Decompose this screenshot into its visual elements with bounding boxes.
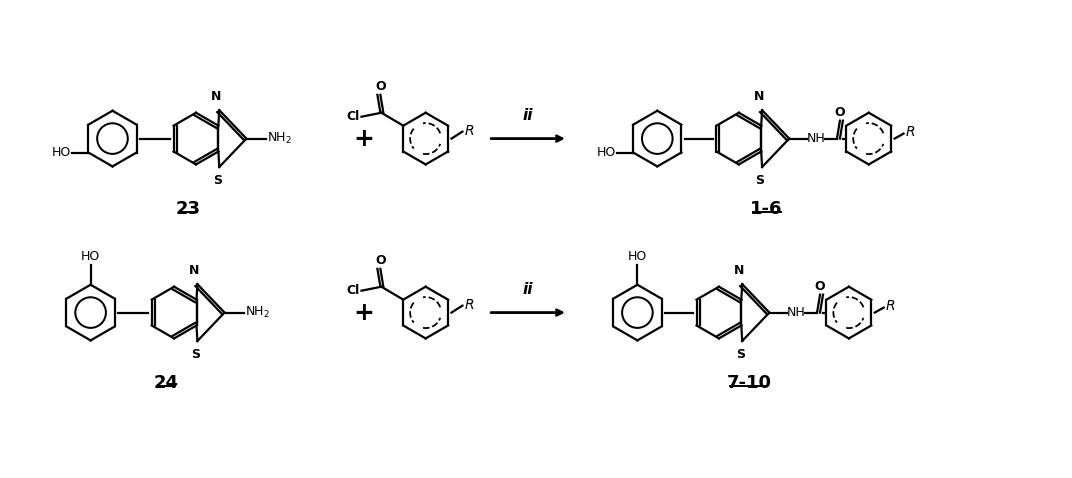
Text: O: O — [375, 254, 386, 267]
Text: Cl: Cl — [346, 110, 359, 123]
Text: N: N — [211, 90, 222, 103]
Text: N: N — [754, 90, 764, 103]
Text: R: R — [464, 298, 474, 312]
Text: N: N — [734, 264, 744, 277]
Text: S: S — [756, 174, 764, 187]
Text: S: S — [191, 348, 199, 361]
Text: 24: 24 — [153, 374, 179, 392]
Text: HO: HO — [81, 250, 100, 263]
Text: ii: ii — [523, 108, 533, 123]
Text: +: + — [354, 127, 374, 151]
Text: NH$_2$: NH$_2$ — [267, 131, 293, 146]
Text: NH: NH — [807, 132, 825, 145]
Text: S: S — [212, 174, 222, 187]
Text: O: O — [815, 280, 825, 293]
Text: R: R — [885, 299, 895, 313]
Text: +: + — [354, 301, 374, 325]
Text: 1-6: 1-6 — [750, 200, 783, 218]
Text: O: O — [835, 106, 845, 119]
Text: 23: 23 — [176, 200, 200, 218]
Text: S: S — [735, 348, 745, 361]
Text: R: R — [906, 125, 915, 139]
Text: Cl: Cl — [346, 284, 359, 297]
Text: R: R — [464, 124, 474, 138]
Text: N: N — [190, 264, 199, 277]
Text: HO: HO — [628, 250, 647, 263]
Text: ii: ii — [523, 282, 533, 297]
Text: 7-10: 7-10 — [726, 374, 771, 392]
Text: O: O — [375, 80, 386, 93]
Text: NH$_2$: NH$_2$ — [245, 305, 270, 320]
Text: HO: HO — [597, 146, 616, 159]
Text: NH: NH — [787, 306, 806, 319]
Text: HO: HO — [53, 146, 72, 159]
